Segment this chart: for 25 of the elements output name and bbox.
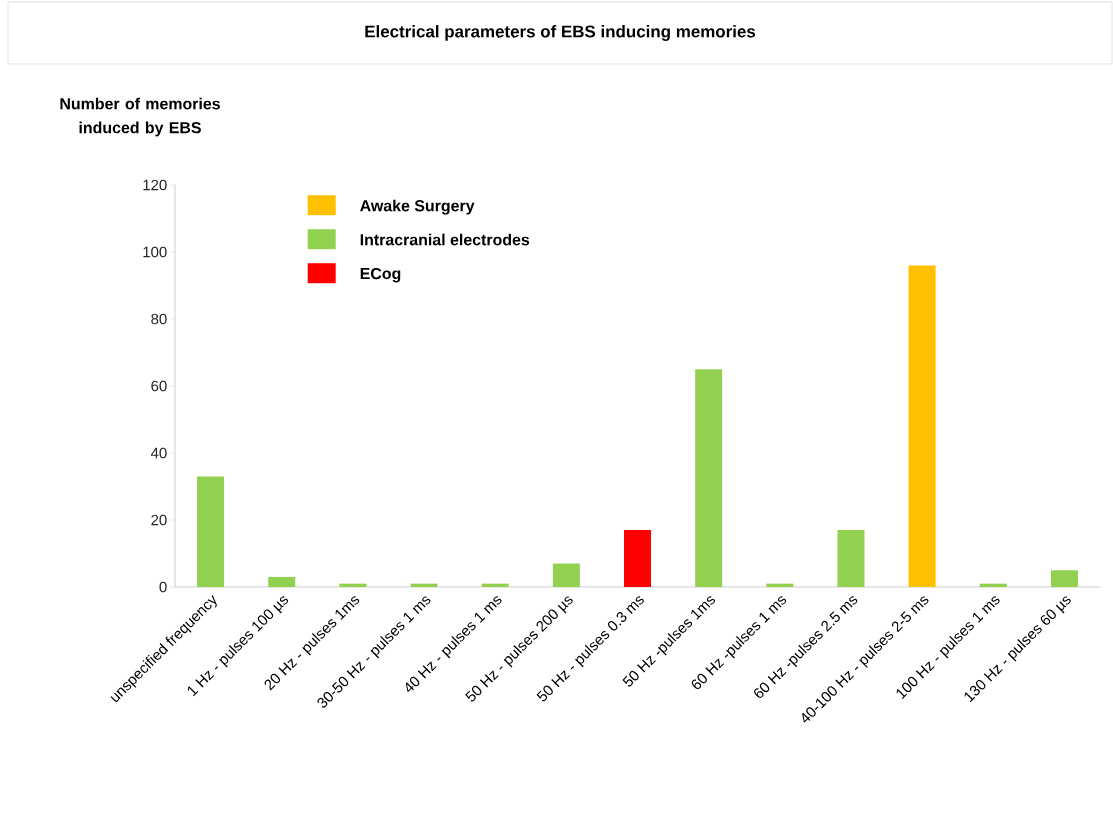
y-axis-title: Number of memories induced by EBS	[60, 97, 220, 137]
bar	[695, 369, 723, 587]
chart-title: Electrical parameters of EBS inducing memories	[365, 25, 756, 41]
bar	[197, 476, 225, 587]
bar	[908, 265, 936, 587]
y-tick-label: 60	[151, 380, 167, 392]
bar	[481, 583, 509, 587]
legend-label: Intracranial electrodes	[360, 233, 530, 246]
y-tick-label: 20	[151, 514, 167, 526]
bar	[268, 576, 296, 587]
y-tick-label: 120	[143, 179, 167, 191]
y-tick-label: 40	[150, 447, 167, 459]
legend-label: ECog	[360, 267, 401, 283]
bar	[979, 583, 1007, 587]
bar	[410, 583, 438, 587]
y-tick-label: 100	[143, 246, 167, 258]
bar	[552, 563, 580, 587]
y-tick-label: 0	[159, 581, 167, 593]
y-tick-label: 80	[151, 313, 167, 325]
bar	[837, 530, 865, 587]
bar	[766, 583, 794, 587]
bar	[1050, 570, 1078, 587]
bar	[339, 583, 367, 587]
bar	[624, 530, 652, 587]
legend-label: Awake Surgery	[360, 199, 475, 215]
